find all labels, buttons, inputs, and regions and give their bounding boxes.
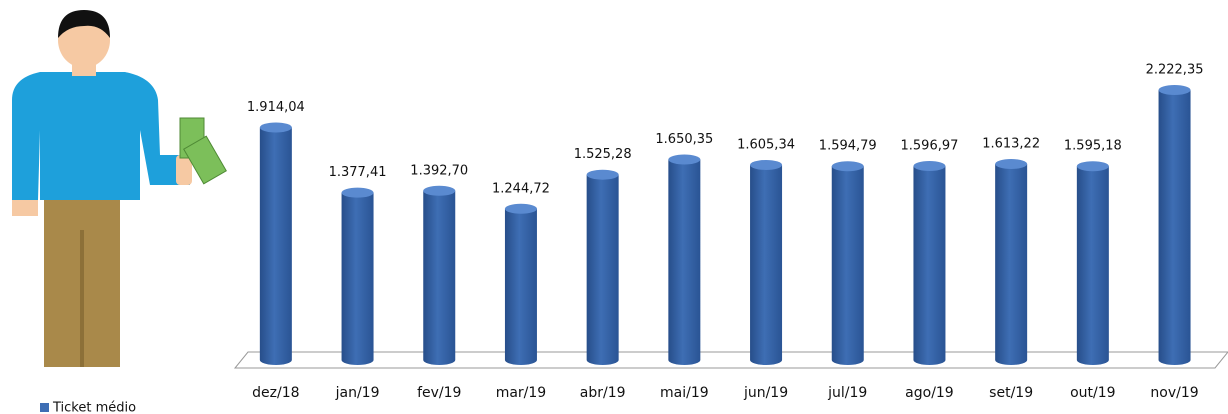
x-tick-label: fev/19 <box>417 385 461 401</box>
bar-top <box>342 188 374 198</box>
bar <box>750 165 782 365</box>
value-label: 1.613,22 <box>982 137 1040 152</box>
bar <box>587 175 619 365</box>
shirt <box>12 72 190 200</box>
legend-label: Ticket médio <box>52 401 136 414</box>
bar-top <box>1077 161 1109 171</box>
x-tick-label: dez/18 <box>252 385 299 401</box>
value-label: 1.605,34 <box>737 137 795 152</box>
bar <box>505 209 537 365</box>
bar <box>1077 166 1109 365</box>
x-tick-label: mai/19 <box>660 385 709 401</box>
bar-top <box>587 170 619 180</box>
bar <box>260 127 292 365</box>
bar-top <box>995 159 1027 169</box>
value-label: 1.595,18 <box>1064 139 1122 154</box>
left-hand <box>12 200 38 216</box>
pants-seam <box>80 230 84 367</box>
value-label: 1.650,35 <box>655 132 713 147</box>
bar <box>832 166 864 365</box>
x-tick-label: ago/19 <box>905 385 954 401</box>
x-tick-label: jan/19 <box>335 385 380 401</box>
bar <box>913 166 945 365</box>
x-tick-label: jul/19 <box>827 385 867 401</box>
bar-top <box>668 154 700 164</box>
legend-swatch <box>40 403 49 412</box>
bar <box>342 193 374 365</box>
bar-top <box>913 161 945 171</box>
x-tick-label: mar/19 <box>496 385 547 401</box>
bar-top <box>260 122 292 132</box>
bar-top <box>1159 85 1191 95</box>
x-tick-label: jun/19 <box>743 385 788 401</box>
person-illustration <box>12 10 226 367</box>
value-label: 2.222,35 <box>1146 63 1204 78</box>
x-tick-label: nov/19 <box>1150 385 1198 401</box>
value-label: 1.914,04 <box>247 100 305 115</box>
bar-top <box>423 186 455 196</box>
bar <box>423 191 455 365</box>
chart: Ticket médio 1.914,04 dez/18 1.377,41 jan/1… <box>0 0 1228 414</box>
value-label: 1.377,41 <box>329 165 387 180</box>
bar-top <box>832 161 864 171</box>
x-tick-label: set/19 <box>989 385 1033 401</box>
bar <box>995 164 1027 365</box>
value-label: 1.244,72 <box>492 181 550 196</box>
x-tick-label: out/19 <box>1070 385 1115 401</box>
bar-top <box>505 204 537 214</box>
bar <box>1159 90 1191 365</box>
value-label: 1.596,97 <box>901 138 959 153</box>
value-label: 1.525,28 <box>574 147 632 162</box>
bar-top <box>750 160 782 170</box>
x-tick-label: abr/19 <box>580 385 626 401</box>
bar <box>668 159 700 365</box>
value-label: 1.594,79 <box>819 139 877 154</box>
value-label: 1.392,70 <box>410 163 468 178</box>
